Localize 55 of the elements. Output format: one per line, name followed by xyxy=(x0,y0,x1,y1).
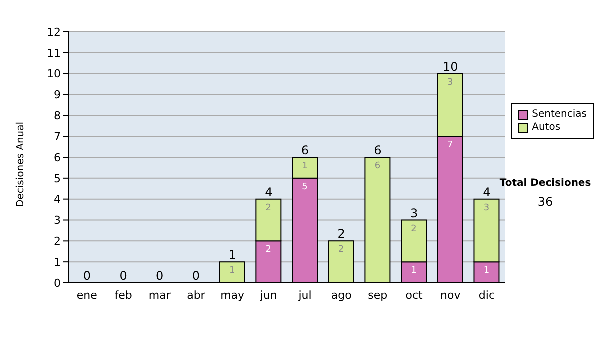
y-axis-title: Decisiones Anual xyxy=(16,122,27,208)
y-tick-label: 4 xyxy=(54,193,61,206)
x-tick-label: ago xyxy=(331,288,352,302)
text: 36 xyxy=(538,195,554,209)
data-label: 3 xyxy=(484,203,490,214)
total-label: 4 xyxy=(483,185,491,200)
total-label: 6 xyxy=(374,144,382,158)
data-label: 1 xyxy=(302,162,308,172)
y-tick-label: 7 xyxy=(54,130,61,144)
y-tick-label: 6 xyxy=(54,151,61,164)
y-tick-label: 12 xyxy=(47,26,61,39)
total-label: 0 xyxy=(120,269,128,283)
total-label: 0 xyxy=(156,269,164,283)
data-label: 2 xyxy=(266,203,272,214)
data-label: 2 xyxy=(338,245,344,256)
x-tick-label: nov xyxy=(440,288,462,302)
data-label: 6 xyxy=(374,162,381,172)
data-label: 1 xyxy=(411,266,417,276)
total-label: 1 xyxy=(228,248,236,262)
total-label: 3 xyxy=(410,206,418,220)
y-tick-label: 8 xyxy=(54,110,61,123)
x-tick-label: jun xyxy=(259,288,278,302)
y-tick-label: 3 xyxy=(54,214,61,228)
y-tick-label: 1 xyxy=(54,256,61,269)
x-tick-label: dic xyxy=(478,288,495,302)
y-tick-label: 0 xyxy=(54,276,61,290)
total-label: 2 xyxy=(338,227,346,242)
total-label: 4 xyxy=(265,185,273,200)
x-tick-label: ene xyxy=(76,288,98,302)
x-tick-label: oct xyxy=(406,288,424,302)
x-tick-label: feb xyxy=(114,288,132,302)
data-label: 5 xyxy=(302,182,308,192)
total-label: 0 xyxy=(192,269,200,283)
data-label: 1 xyxy=(229,266,236,276)
y-tick-label: 11 xyxy=(47,46,61,60)
data-label: 2 xyxy=(266,245,272,256)
x-tick-label: sep xyxy=(368,288,388,302)
total-label: 6 xyxy=(301,144,310,158)
y-tick-label: 5 xyxy=(54,172,61,186)
data-label: 7 xyxy=(448,140,454,151)
total-label: 0 xyxy=(83,269,91,283)
data-label: 1 xyxy=(484,266,490,276)
legend-label: Sentencias xyxy=(532,108,587,121)
x-tick-label: jul xyxy=(298,288,312,302)
x-tick-label: abr xyxy=(187,288,206,302)
data-label: 3 xyxy=(448,78,454,88)
data-label: 2 xyxy=(411,224,417,234)
legend-label: Autos xyxy=(532,121,561,134)
y-tick-label: 10 xyxy=(47,68,61,81)
annotation: Total Decisiones xyxy=(500,178,592,189)
y-tick-label: 9 xyxy=(54,88,61,102)
y-tick-label: 2 xyxy=(54,235,61,248)
x-tick-label: mar xyxy=(148,288,172,302)
x-tick-label: may xyxy=(220,288,246,302)
total-label: 10 xyxy=(442,60,458,74)
